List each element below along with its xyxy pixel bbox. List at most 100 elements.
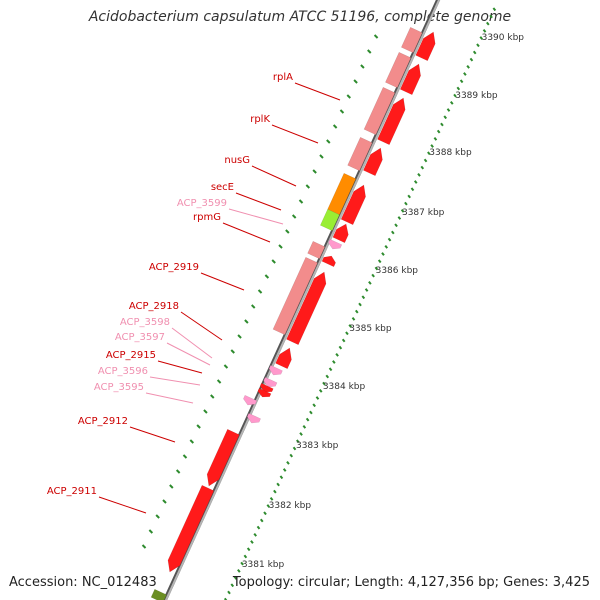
gene-feature [320,208,340,232]
inner-tick [312,169,317,174]
scale-tick [335,352,339,357]
gene-feature [332,223,349,244]
gene-label: ACP_3598 [120,317,170,328]
label-leader-line [222,222,271,243]
gene-feature [415,31,436,62]
inner-tick [257,289,263,294]
scale-tick [322,381,326,386]
scale-tick [302,424,307,429]
inner-tick [175,469,181,474]
inner-tick [203,409,208,414]
inner-tick [271,259,276,264]
scale-tick [423,158,428,163]
scale-tick [354,309,359,314]
inner-tick [326,139,331,144]
gene-label: rpmG [193,212,221,223]
label-leader-line [129,426,176,443]
inner-tick [244,319,249,324]
inner-tick [360,64,365,69]
inner-tick [169,484,174,489]
scale-label: 3387 kbp [402,208,445,218]
scale-tick [466,64,470,69]
inner-tick [196,424,201,429]
small-gene-feature [259,382,274,393]
scale-tick [269,496,274,501]
inner-tick [264,274,270,279]
scale-tick [305,417,310,422]
inner-tick [189,439,195,444]
scale-tick [377,259,382,264]
scale-tick [384,244,389,249]
gene-label: ACP_2918 [129,301,179,312]
scale-tick [240,561,244,566]
scale-tick [318,388,323,393]
scale-tick [253,532,257,537]
inner-tick [148,529,154,534]
gene-feature [363,147,383,177]
scale-tick [489,14,493,19]
inner-tick [141,544,147,549]
scale-tick [394,223,398,228]
gene-feature [399,63,421,96]
scale-tick [427,151,431,156]
small-gene-feature [263,376,278,388]
scale-label: 3385 kbp [349,324,392,334]
inner-tick [346,94,351,99]
scale-tick [289,453,294,458]
scale-tick [325,374,330,379]
gene-label: nusG [224,155,250,166]
scale-tick [482,28,487,33]
gene-feature [340,184,366,226]
gene-feature [363,86,396,136]
gene-feature [401,26,423,54]
scale-tick [273,489,277,494]
scale-tick [469,57,474,62]
scale-tick [243,554,248,559]
scale-label: 3383 kbp [296,441,339,451]
inner-tick [285,229,290,234]
scale-tick [246,547,251,552]
scale-tick [296,439,300,444]
gene-label: ACP_3597 [115,332,165,343]
scale-tick [364,288,369,292]
scale-tick [391,230,395,235]
inner-tick [367,49,372,54]
gene-feature [206,428,240,487]
scale-tick [256,525,261,530]
label-leader-line [251,165,297,187]
scale-tick [472,50,477,55]
scale-tick [266,504,271,508]
scale-tick [387,237,392,242]
inner-tick [162,499,167,504]
gene-label: ACP_2919 [149,262,199,273]
scale-tick [449,100,454,105]
scale-tick [440,122,444,127]
scale-tick [486,21,490,26]
scale-tick [410,187,415,192]
scale-tick [263,511,267,516]
scale-tick [463,72,467,76]
gene-feature [321,255,336,268]
gene-label: secE [211,182,234,193]
scale-tick [479,36,484,40]
inner-tick [339,109,345,114]
label-leader-line [98,496,147,514]
scale-tick [309,410,313,415]
small-gene-feature [243,394,258,406]
scale-label: 3386 kbp [376,266,419,276]
scale-tick [459,79,464,84]
gene-feature [307,240,326,260]
scale-tick [371,273,375,278]
inner-tick [278,244,283,249]
scale-tick [446,108,451,112]
small-gene-feature [257,387,272,398]
label-leader-line [166,342,211,366]
gene-label: rplK [250,114,270,125]
gene-label: ACP_2915 [106,350,156,361]
scale-label: 3388 kbp [429,148,472,158]
small-gene-feature [268,364,283,376]
gene-feature [150,588,167,600]
gene-label: ACP_3599 [177,198,227,209]
